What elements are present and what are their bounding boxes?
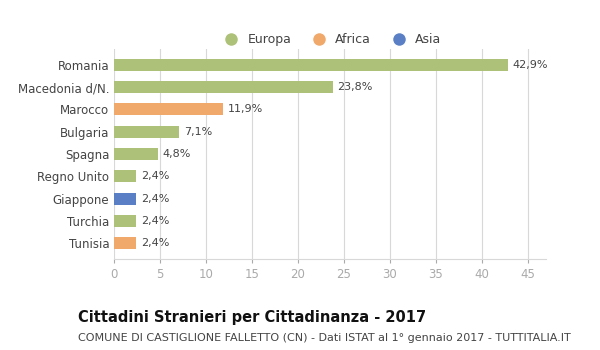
Text: Cittadini Stranieri per Cittadinanza - 2017: Cittadini Stranieri per Cittadinanza - 2… [78,310,426,325]
Bar [114,193,136,205]
Text: 7,1%: 7,1% [184,127,212,136]
Bar [114,126,179,138]
Bar [114,170,136,182]
Text: 23,8%: 23,8% [337,82,373,92]
Text: 2,4%: 2,4% [140,194,169,204]
Bar [114,148,158,160]
Text: 2,4%: 2,4% [140,216,169,226]
Text: 42,9%: 42,9% [513,60,548,70]
Text: 2,4%: 2,4% [140,172,169,181]
Bar [114,103,223,116]
Legend: Europa, Africa, Asia: Europa, Africa, Asia [214,28,446,51]
Bar [114,58,508,71]
Text: COMUNE DI CASTIGLIONE FALLETTO (CN) - Dati ISTAT al 1° gennaio 2017 - TUTTITALIA: COMUNE DI CASTIGLIONE FALLETTO (CN) - Da… [78,333,571,343]
Bar [114,237,136,250]
Text: 11,9%: 11,9% [228,104,263,114]
Bar [114,215,136,227]
Text: 4,8%: 4,8% [163,149,191,159]
Text: 2,4%: 2,4% [140,238,169,248]
Bar [114,81,333,93]
